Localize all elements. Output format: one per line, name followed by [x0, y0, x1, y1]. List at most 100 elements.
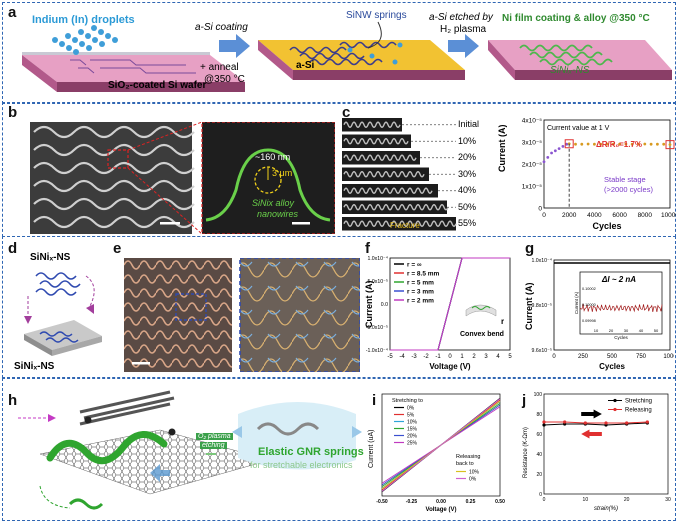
label-j: j	[522, 392, 527, 409]
j-xtick-3: 30	[665, 497, 671, 503]
asi-label: a-Si	[296, 60, 315, 71]
f-legend-0: r = ∞	[407, 262, 422, 269]
wafer-label: SiO₂-coated Si wafer	[108, 80, 207, 91]
j-ylabel: Resistance (K-Ωm)	[523, 427, 529, 478]
f-xtick-0: -5	[387, 354, 393, 360]
c-stable1: Stable stage	[604, 175, 646, 184]
j-arrow-right	[581, 409, 602, 419]
f-convex-label: Convex bend	[460, 331, 504, 338]
label-c: c	[342, 104, 351, 121]
i-release-title1: Releasing	[456, 454, 480, 460]
c-point-1	[546, 156, 550, 159]
strip-wire-2	[343, 154, 417, 161]
f-xtick-3: -2	[423, 354, 429, 360]
c-point-3	[553, 149, 557, 153]
strip-wire-4	[343, 187, 433, 194]
f-xtick-8: 3	[484, 354, 488, 360]
g-inset-ytick-2: 0.09998	[582, 319, 596, 323]
panel-d-schematic	[24, 272, 102, 356]
label-d: d	[8, 240, 18, 257]
j-ytick-3: 60	[536, 432, 542, 438]
f-ylabel: Current (A)	[364, 280, 374, 329]
panel-c-strips	[342, 118, 457, 231]
label-h: h	[8, 392, 18, 409]
plot-g: 1.0x10⁻⁴ 9.8x10⁻⁵ 9.6x10⁻⁵0 250 500 750 1000 Cy…	[531, 258, 674, 371]
i-xtick-0: -0.50	[376, 499, 388, 505]
f-ytick-2: 0.0	[381, 302, 388, 308]
i-xtick-1: -0.25	[406, 499, 418, 505]
h-plasma1: O₂ plasma	[196, 433, 233, 440]
step1-top: a-Si coating	[195, 22, 248, 33]
i-axes	[381, 393, 501, 497]
f-ytick-1: 5.0x10⁻⁵	[368, 279, 388, 285]
c-point-2	[550, 151, 553, 155]
frame-a	[2, 2, 676, 104]
frame-dg	[2, 236, 676, 378]
h-title2: for stretchable electronics	[250, 460, 353, 470]
h-plasma2: etching	[200, 442, 227, 449]
f-axes	[389, 257, 511, 351]
d-top-label: SiNiₓ-NS	[30, 252, 71, 263]
j-legend-0: Stretching	[625, 399, 652, 405]
j-point-1-3	[604, 421, 608, 425]
strip-wire-3	[343, 171, 425, 178]
sinw-label: SiNW springs	[346, 10, 407, 21]
f-xtick-6: 1	[460, 354, 464, 360]
c-point-20	[649, 142, 653, 146]
c-point-5	[561, 145, 565, 148]
plot-i: -0.50 -0.25 0.00 0.25 0.50 Voltage (V) Stretch…	[376, 393, 505, 513]
c-ytick-3: 3x10⁻⁵	[522, 140, 543, 147]
step2-top2: H₂ plasma	[440, 24, 487, 35]
strip-wire-6	[343, 220, 457, 227]
c-marker-1	[564, 139, 574, 149]
g-inset-xtick-4: 50	[654, 328, 659, 333]
i-legend-5: 25%	[407, 441, 418, 447]
c-xtick-1: 2000	[562, 212, 577, 219]
strip-label-2: 20%	[458, 152, 477, 162]
i-legend-1: 5%	[407, 413, 415, 419]
h-title1: Elastic GNR springs	[258, 446, 364, 458]
step2-top1: a-Si etched by	[429, 12, 493, 23]
f-xtick-5: 0	[448, 354, 452, 360]
g-inset-line	[579, 304, 663, 313]
g-xtick-3: 750	[636, 354, 647, 360]
strip-6	[342, 217, 456, 231]
c-point-10	[586, 142, 590, 146]
i-ylabel: Current (uA)	[368, 429, 375, 468]
c-point-16	[624, 142, 628, 146]
g-inset-xlabel: Cycles	[614, 335, 628, 340]
j-legend-1: Releasing	[625, 408, 652, 414]
j-ytick-0: 0	[539, 492, 542, 498]
i-legend-title: Stretching to	[392, 398, 423, 404]
plot-j: 0 10 20 30 0 20 40 60 80 100 strain(%) Stretching Re…	[534, 392, 671, 512]
j-point-1-1	[563, 420, 567, 424]
strip-label-4: 40%	[458, 185, 477, 195]
plot-f: 1.0x10⁻⁴5.0x10⁻⁵0.0-5.0x10⁻⁵-1.0x10⁻⁴-5-…	[366, 256, 513, 371]
c-point-13	[605, 142, 609, 146]
c-point-9	[580, 142, 584, 146]
j-ytick-2: 40	[536, 452, 542, 458]
g-ytick-1: 9.8x10⁻⁵	[532, 303, 552, 309]
fracture-label: Fracture	[390, 221, 420, 230]
c-point-6	[565, 142, 569, 146]
g-inset-xtick-1: 20	[609, 328, 614, 333]
c-xtick-5: 10000	[661, 212, 676, 219]
g-inset-xtick-3: 40	[639, 328, 644, 333]
j-xtick-0: 0	[543, 497, 546, 503]
c-axes	[543, 119, 671, 209]
f-legend-2: r = 5 mm	[407, 280, 434, 287]
f-inset-wire	[471, 306, 491, 310]
b-caption1: SiNix alloy	[252, 198, 295, 208]
j-line-0	[543, 422, 648, 426]
i-release-0: 10%	[469, 470, 480, 476]
g-xtick-1: 250	[578, 354, 589, 360]
frame-hj	[2, 378, 676, 521]
arrow-1	[219, 34, 250, 58]
i-xtick-2: 0.00	[436, 499, 446, 505]
c-ytick-2: 2x10⁻⁵	[522, 162, 543, 169]
c-ytick-0: 0	[538, 206, 542, 213]
strip-3	[342, 167, 429, 181]
c-point-14	[611, 142, 615, 146]
c-xtick-2: 4000	[587, 212, 602, 219]
f-xtick-2: -3	[411, 354, 417, 360]
